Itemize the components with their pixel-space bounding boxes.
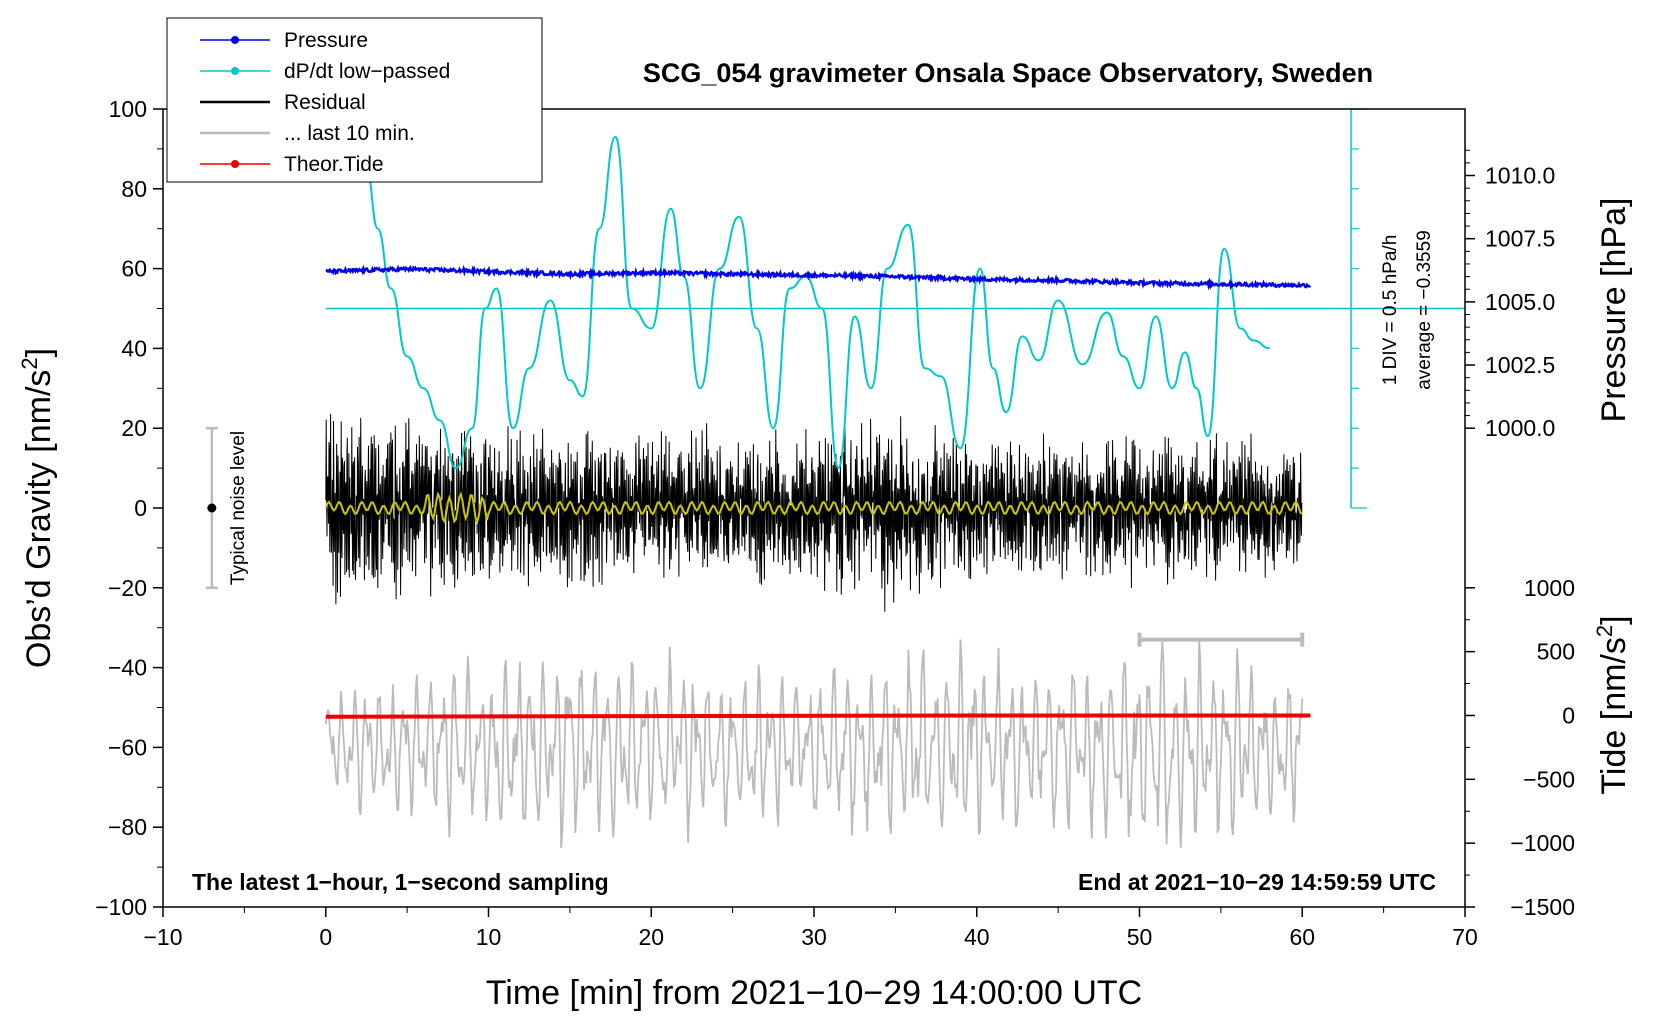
chart-title: SCG_054 gravimeter Onsala Space Observat… — [643, 58, 1373, 88]
y-tick-label: −60 — [108, 734, 147, 760]
theoretical-tide-line — [325, 713, 1311, 719]
y-left-label-close: ] — [20, 348, 58, 357]
y-tick-label: −100 — [95, 894, 147, 920]
last-10-min-line — [324, 639, 1304, 848]
y-tick-label: 40 — [121, 335, 147, 361]
pressure-tick-label: 1000.0 — [1485, 415, 1555, 441]
pressure-line — [325, 264, 1312, 291]
pressure-tick-label: 1010.0 — [1485, 163, 1555, 189]
y-tick-label: −40 — [108, 655, 147, 681]
y-tick-label: 100 — [109, 96, 147, 122]
legend-marker — [231, 36, 239, 44]
y-tick-label: 80 — [121, 176, 147, 202]
legend-label: Residual — [284, 91, 366, 114]
x-tick-label: 60 — [1289, 924, 1315, 950]
x-tick-label: 50 — [1127, 924, 1153, 950]
x-tick-label: 0 — [319, 924, 332, 950]
y-tick-label: 20 — [121, 415, 147, 441]
legend-label: ... last 10 min. — [284, 122, 415, 145]
y-axis-title-pressure: Pressure [hPa] — [1595, 198, 1633, 423]
bottom-right-note: End at 2021−10−29 14:59:59 UTC — [1078, 869, 1436, 895]
y-tick-label: 0 — [134, 495, 147, 521]
bottom-left-note: The latest 1−hour, 1−second sampling — [192, 869, 609, 895]
x-tick-label: 40 — [964, 924, 990, 950]
y-left-label-sup: 2 — [17, 357, 42, 369]
y-left-label-main: Obs’d Gravity [nm/s — [20, 370, 58, 669]
tide-label-sup: 2 — [1592, 625, 1617, 637]
noise-bar-center-dot — [207, 503, 217, 513]
tide-label-main: Tide [nm/s — [1595, 637, 1633, 794]
legend-label: Theor.Tide — [284, 153, 384, 176]
x-tick-label: 10 — [476, 924, 502, 950]
pressure-tick-label: 1005.0 — [1485, 289, 1555, 315]
y-axis-title-tide: Tide [nm/s2] — [1592, 615, 1633, 794]
y-tick-label: 60 — [121, 256, 147, 282]
tide-tick-label: −500 — [1523, 766, 1575, 792]
y-tick-label: −80 — [108, 814, 147, 840]
legend-label: dP/dt low−passed — [284, 60, 450, 83]
legend-marker — [231, 67, 239, 75]
dpdt-scale-label: 1 DIV = 0.5 hPa/h — [1380, 235, 1401, 386]
noise-level-label: Typical noise level — [228, 431, 249, 585]
tide-label-close: ] — [1595, 615, 1633, 624]
tide-tick-label: −1500 — [1510, 894, 1575, 920]
residual-lowpassed-line — [324, 491, 1303, 526]
axes-layer: −10 0 10 20 30 40 50 60 70−100−80−60−40−20020406… — [95, 96, 1575, 950]
residual-line — [325, 413, 1303, 612]
tide-tick-label: 1000 — [1524, 575, 1575, 601]
overlay-layer — [205, 108, 1465, 647]
legend-marker — [231, 160, 239, 168]
tide-tick-label: −1000 — [1510, 830, 1575, 856]
y-axis-title-left: Obs’d Gravity [nm/s2] — [17, 348, 58, 668]
legend-box — [166, 17, 543, 183]
x-tick-label: 20 — [638, 924, 664, 950]
legend: Pressure dP/dt low−passed Residual ... last… — [166, 17, 543, 183]
series-layer — [324, 135, 1312, 848]
x-axis-title: Time [min] from 2021−10−29 14:00:00 UTC — [486, 974, 1142, 1012]
x-tick-label: 30 — [801, 924, 827, 950]
x-tick-label: −10 — [143, 924, 182, 950]
pressure-tick-label: 1002.5 — [1485, 352, 1555, 378]
tide-tick-label: 500 — [1537, 639, 1575, 665]
pressure-tick-label: 1007.5 — [1485, 226, 1555, 252]
dpdt-average-label: average = −0.3559 — [1414, 230, 1435, 390]
x-tick-label: 70 — [1452, 924, 1478, 950]
tide-tick-label: 0 — [1562, 702, 1575, 728]
legend-label: Pressure — [284, 29, 368, 52]
y-tick-label: −20 — [108, 575, 147, 601]
